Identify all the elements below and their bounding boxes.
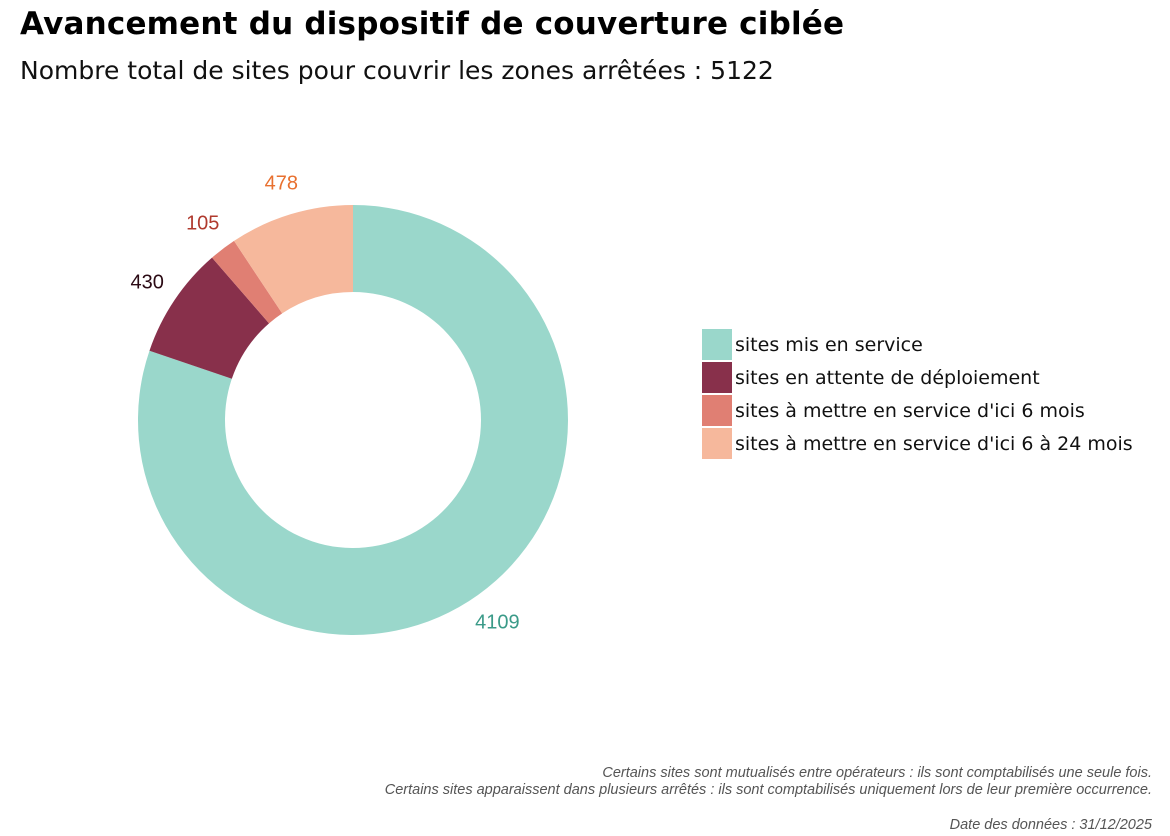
legend: sites mis en service sites en attente de … [702, 328, 1133, 460]
legend-swatch [702, 395, 732, 426]
legend-label: sites à mettre en service d'ici 6 mois [735, 399, 1085, 422]
chart-subtitle: Nombre total de sites pour couvrir les z… [20, 56, 774, 85]
legend-label: sites mis en service [735, 333, 923, 356]
legend-swatch [702, 428, 732, 459]
chart-title: Avancement du dispositif de couverture c… [20, 6, 845, 42]
date-note: Date des données : 31/12/2025 [949, 817, 1152, 833]
donut-slice [149, 257, 270, 379]
donut-slice [234, 205, 353, 314]
slice-data-label: 430 [130, 272, 163, 294]
slice-data-label: 478 [265, 173, 298, 195]
legend-item: sites mis en service [702, 328, 1133, 361]
slice-data-label: 4109 [475, 612, 520, 634]
donut-chart: 4109 430 105 478 [130, 173, 569, 635]
legend-swatch [702, 362, 732, 393]
donut-slice [212, 240, 283, 324]
legend-item: sites en attente de déploiement [702, 361, 1133, 394]
note-arretes: Certains sites apparaissent dans plusieu… [384, 782, 1152, 798]
legend-item: sites à mettre en service d'ici 6 à 24 m… [702, 427, 1133, 460]
legend-label: sites en attente de déploiement [735, 366, 1040, 389]
legend-label: sites à mettre en service d'ici 6 à 24 m… [735, 432, 1133, 455]
slice-data-label: 105 [186, 213, 219, 235]
legend-item: sites à mettre en service d'ici 6 mois [702, 394, 1133, 427]
legend-swatch [702, 329, 732, 360]
note-mutualised: Certains sites sont mutualisés entre opé… [602, 765, 1152, 781]
donut-slice [138, 205, 569, 635]
